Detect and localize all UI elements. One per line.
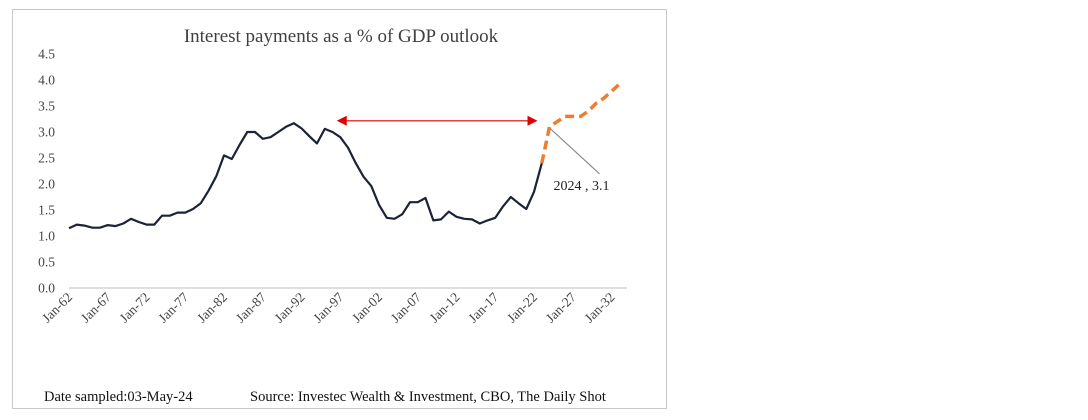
x-tick-label: Jan-72 — [117, 290, 153, 326]
x-tick-label: Jan-22 — [504, 290, 540, 326]
annotation-group: 2024 , 3.1 — [336, 115, 610, 194]
x-tick-label: Jan-32 — [582, 290, 618, 326]
x-tick-label: Jan-67 — [78, 289, 114, 325]
chart-title: Interest payments as a % of GDP outlook — [184, 26, 499, 47]
y-tick-label: 1.0 — [38, 229, 55, 244]
x-tick-label: Jan-02 — [349, 290, 385, 326]
y-tick-label: 4.5 — [38, 47, 55, 62]
chart-frame: 0.0 0.5 1.0 1.5 2.0 2.5 3.0 3.5 4.0 4.5 Jan-62 Jan… — [12, 9, 667, 409]
x-tick-label: Jan-82 — [194, 290, 230, 326]
y-tick-label: 2.5 — [38, 151, 55, 166]
y-tick-label: 0.5 — [38, 255, 55, 270]
arrow-head-right — [527, 115, 538, 126]
y-tick-label: 1.5 — [38, 203, 55, 218]
y-tick-label: 0.0 — [38, 281, 55, 296]
x-tick-label: Jan-87 — [233, 289, 269, 325]
series-group — [68, 82, 621, 230]
callout-leader-line — [550, 128, 600, 175]
projection-series-line — [540, 82, 621, 164]
y-tick-label: 2.0 — [38, 177, 55, 192]
x-tick-label: Jan-92 — [272, 290, 308, 326]
line-chart: 0.0 0.5 1.0 1.5 2.0 2.5 3.0 3.5 4.0 4.5 Jan-62 Jan… — [38, 26, 627, 326]
callout-label: 2024 , 3.1 — [554, 179, 610, 194]
y-axis: 0.0 0.5 1.0 1.5 2.0 2.5 3.0 3.5 4.0 4.5 — [38, 47, 55, 296]
x-tick-label: Jan-12 — [427, 290, 463, 326]
x-tick-label: Jan-27 — [543, 289, 579, 325]
x-tick-label: Jan-97 — [310, 289, 346, 325]
historical-series-line — [68, 122, 543, 230]
x-axis: Jan-62 Jan-67 Jan-72 Jan-77 Jan-82 Jan-87 Jan-… — [39, 287, 627, 326]
date-sampled-note: Date sampled:03-May-24 — [44, 389, 193, 405]
x-tick-label: Jan-77 — [155, 289, 191, 325]
x-tick-label: Jan-07 — [388, 289, 424, 325]
x-tick-label: Jan-17 — [465, 289, 501, 325]
arrow-head-left — [336, 115, 347, 126]
y-tick-label: 3.5 — [38, 99, 55, 114]
source-note: Source: Investec Wealth & Investment, CB… — [250, 389, 606, 405]
y-tick-label: 3.0 — [38, 125, 55, 140]
y-tick-label: 4.0 — [38, 73, 55, 88]
